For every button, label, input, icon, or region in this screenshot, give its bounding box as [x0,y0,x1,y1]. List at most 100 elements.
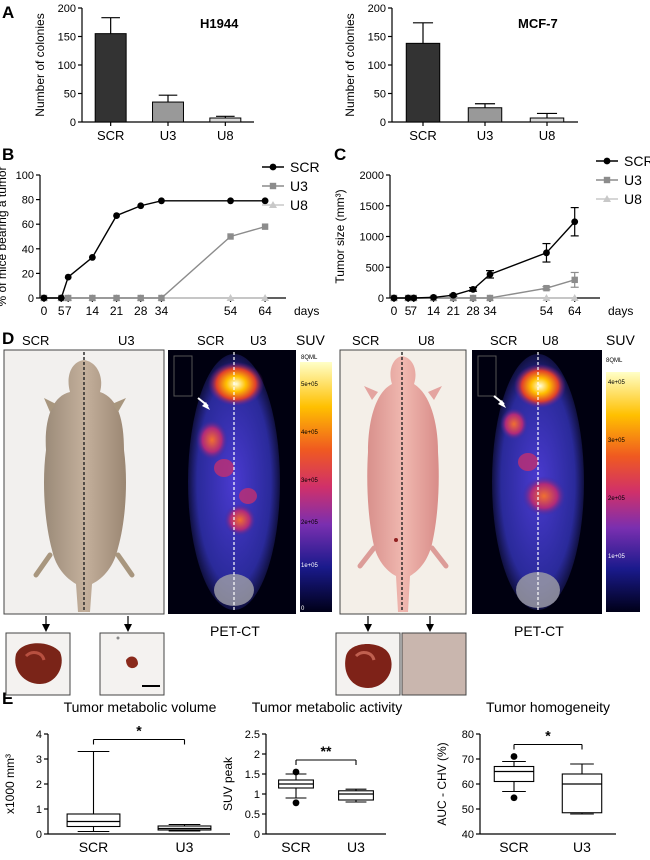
legend-label-u3: U3 [624,172,642,188]
data-point-scr [40,294,48,302]
y-tick-label: 200 [368,3,386,15]
data-point-scr [543,249,550,257]
chart-title: H1944 [200,16,239,31]
y-tick-label: 2 [254,749,260,761]
pet-right-suv-label: SUV [606,332,635,348]
legend-label-u8: U8 [290,197,308,213]
photo-mouse-scr-u3: SCR U3 [3,333,165,615]
pet-scan-scr-u3: SCR U3 SUV PET-CT [168,332,325,639]
data-point-scr [227,197,234,205]
chart-homogeneity: Tumor homogeneity 40 50 60 70 80 AUC - CHV (%)… [435,699,616,855]
x-tick-label: 21 [447,304,461,318]
legend-marker [603,157,611,165]
x-tick-label: SCR [281,839,311,855]
chart-title: Tumor homogeneity [486,699,610,715]
y-axis-label: % of mice bearing a tumor [0,166,9,306]
x-tick-label: 7 [410,304,417,318]
bar-scr [405,42,441,123]
series-line-scr [44,200,266,299]
x-tick-label: U3 [347,839,365,855]
tumor-insets-right [335,616,467,696]
bar-scr [94,33,127,123]
y-tick-label: 60 [22,219,34,231]
data-point-scr [390,294,398,302]
x-tick-label: SCR [97,128,124,143]
x-tick-label: 34 [155,304,169,318]
x-tick-label: 0 [391,304,398,318]
y-tick-label: 0 [28,293,34,305]
y-tick-label: 200 [58,3,76,15]
legend-label-scr: SCR [624,153,650,169]
suv-right-tick: 1e+05 [608,554,626,560]
legend-label-u8: U8 [624,191,642,207]
chart-metabolic-volume: Tumor metabolic volume 0 1 2 3 4 x1000 mm³ SCR U… [3,699,230,855]
x-tick-label: 7 [65,304,72,318]
x-tick-label: 5 [405,304,412,318]
chart-mcf7: 0 50 100 150 200 Number of colonies MCF-7 SCR U3… [343,3,578,143]
y-tick-label: 150 [58,32,76,44]
y-tick-label: 0 [70,117,76,129]
y-tick-label: 500 [366,262,384,274]
y-tick-label: 0.5 [245,809,260,821]
x-axis-label: days [294,304,319,318]
y-tick-label: 60 [462,779,474,791]
y-tick-label: 2 [36,779,42,791]
data-point-u3 [261,223,269,230]
y-tick-label: 50 [64,89,76,101]
significance-stars: * [545,728,551,744]
outlier-scr [510,794,518,802]
tumor-u8-empty [401,632,467,696]
y-axis-label: Number of colonies [343,13,357,116]
data-point-u3 [571,276,578,284]
y-axis-label: Number of colonies [33,13,47,116]
pet-left-caption: PET-CT [210,623,260,639]
x-tick-label: U3 [160,128,177,143]
y-tick-label: 1 [36,804,42,816]
pet-right-caption: PET-CT [514,623,564,639]
outlier-scr [292,768,300,776]
panel-label-c: C [334,145,346,164]
bar-u3 [152,101,184,123]
x-tick-label: U3 [477,128,494,143]
x-tick-label: 28 [466,304,480,318]
suv-right-top: 8QML [606,358,623,364]
legend-marker [269,182,277,190]
suv-left-tick: 5e+05 [301,382,319,388]
x-tick-label: 34 [483,304,497,318]
photo-right-label-scr: SCR [352,333,379,348]
suv-right-tick: 2e+05 [608,496,626,502]
data-point-u8 [570,294,579,301]
tumor-u3-left [126,656,138,669]
photo-left-label-scr: SCR [22,333,49,348]
data-point-u8 [261,294,270,301]
x-tick-label: 64 [258,304,272,318]
suv-scale-left: 8QML 5e+05 4e+05 3e+05 2e+05 1e+05 0 [298,352,334,614]
legend-marker [269,201,277,208]
y-tick-label: 50 [462,804,474,816]
chart-metabolic-activity: Tumor metabolic activity 0 0.5 1 1.5 2 2.5 SUV … [221,699,402,855]
box-u3 [338,790,374,801]
suv-left-tick: 1e+05 [301,563,319,569]
suv-left-top: 8QML [301,355,318,361]
data-point-u3 [137,294,144,302]
suv-right-tick: 3e+05 [608,438,626,444]
y-tick-label: 100 [16,170,34,182]
y-axis-label: Tumor size (mm³) [333,189,347,283]
y-tick-label: 0 [254,829,260,841]
photo-left-label-u3: U3 [118,333,135,348]
x-tick-label: 5 [58,304,65,318]
data-point-u3 [486,294,494,302]
chart-title: Tumor metabolic activity [252,699,402,715]
legend-marker [269,163,277,171]
pet-scan-scr-u8: SCR U8 SUV PET-CT [472,332,635,639]
outlier-scr [510,753,518,760]
y-tick-label: 1.5 [245,769,260,781]
y-tick-label: 0 [378,293,384,305]
suv-left-tick: 4e+05 [301,430,319,436]
y-tick-label: 0 [380,117,386,129]
data-point-scr [64,273,72,281]
chart-title: MCF-7 [518,16,558,31]
x-tick-label: U8 [539,128,556,143]
y-tick-label: 4 [36,729,42,741]
